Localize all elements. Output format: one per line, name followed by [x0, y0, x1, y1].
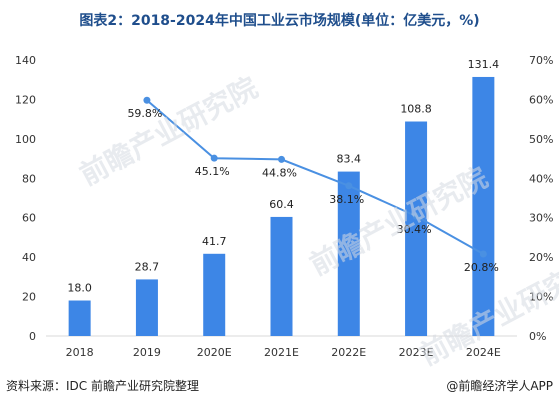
bar	[135, 279, 158, 336]
y-tick-label: 80	[22, 172, 36, 185]
y-tick-label: 40	[22, 251, 36, 264]
left-axis: 0 20 40 60 80 100 120 140	[15, 54, 36, 343]
bar-value-label: 18.0	[67, 282, 92, 295]
y-tick-label: 20	[22, 291, 36, 304]
y2-tick-label: 50%	[529, 133, 553, 146]
growth-point	[143, 96, 151, 104]
growth-value-label: 45.1%	[195, 165, 230, 178]
growth-point	[479, 250, 487, 258]
x-tick-label: 2022E	[331, 346, 366, 359]
bar-value-label: 131.4	[468, 58, 500, 71]
y-tick-label: 120	[15, 93, 36, 106]
growth-line-group: 59.8% 45.1% 44.8% 38.1% 30.4% 20.8%	[127, 96, 499, 274]
bar-value-label: 28.7	[135, 260, 160, 273]
y2-tick-label: 70%	[529, 54, 553, 67]
bar	[203, 253, 226, 336]
source-note: 资料来源：IDC 前瞻产业研究院整理	[6, 379, 199, 393]
page-title: 图表2：2018-2024年中国工业云市场规模(单位：亿美元，%)	[79, 13, 480, 29]
growth-point	[278, 155, 285, 163]
y2-tick-label: 0%	[529, 330, 546, 343]
y-tick-label: 140	[15, 54, 36, 67]
y2-tick-label: 10%	[529, 291, 553, 304]
growth-line	[146, 99, 484, 255]
x-tick-label: 2021E	[264, 346, 299, 359]
y-tick-label: 100	[15, 133, 36, 146]
bar	[337, 171, 360, 336]
bars-group	[68, 76, 495, 336]
y-tick-label: 60	[22, 212, 36, 225]
x-tick-label: 2020E	[197, 346, 232, 359]
y2-tick-label: 40%	[529, 172, 553, 185]
bar-labels-group: 18.0 28.7 41.7 60.4 83.4 108.8 131.4	[67, 58, 499, 295]
growth-value-label: 20.8%	[464, 261, 499, 274]
bar-value-label: 83.4	[337, 153, 362, 166]
bar	[270, 216, 293, 336]
y-tick-label: 0	[29, 330, 36, 343]
growth-value-label: 59.8%	[127, 107, 162, 120]
x-tick-label: 2019	[133, 346, 161, 359]
growth-point	[345, 182, 353, 190]
bar-value-label: 60.4	[269, 198, 294, 211]
x-axis: 2018 2019 2020E 2021E 2022E 2023E 2024E	[66, 346, 501, 359]
y2-tick-label: 30%	[529, 212, 553, 225]
right-axis: 0% 10% 20% 30% 40% 50% 60% 70%	[529, 54, 553, 343]
x-tick-label: 2024E	[466, 346, 501, 359]
growth-value-label: 44.8%	[262, 166, 297, 179]
bar-value-label: 108.8	[400, 103, 432, 116]
bar	[472, 76, 495, 336]
bar	[405, 121, 428, 336]
x-tick-label: 2023E	[399, 346, 434, 359]
bar	[68, 300, 91, 336]
growth-value-label: 38.1%	[329, 193, 364, 206]
growth-point	[412, 212, 420, 220]
x-tick-label: 2018	[66, 346, 94, 359]
growth-value-label: 30.4%	[397, 223, 432, 236]
y2-tick-label: 20%	[529, 251, 553, 264]
y2-tick-label: 60%	[529, 93, 553, 106]
brand-credit: @前瞻经济学人APP	[446, 379, 553, 393]
growth-point	[210, 154, 218, 162]
bar-value-label: 41.7	[202, 235, 227, 248]
